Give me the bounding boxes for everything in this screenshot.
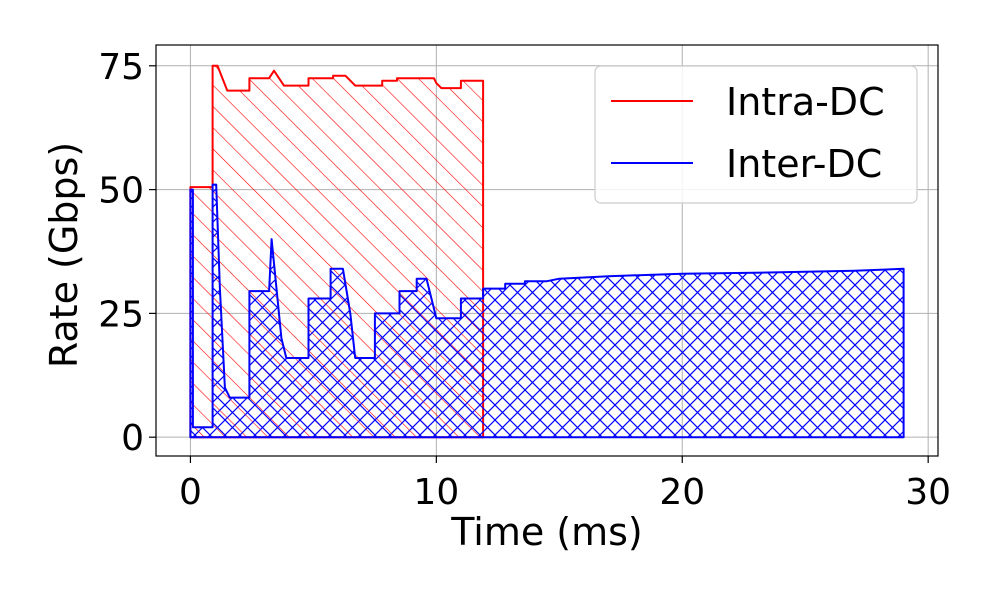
ticks: 0 10 20 30 0 25 50 75 xyxy=(98,47,951,513)
legend: Intra-DC Inter-DC xyxy=(594,65,918,204)
y-tick-label: 25 xyxy=(98,294,144,335)
y-tick-label: 75 xyxy=(98,47,144,88)
y-tick-label: 0 xyxy=(121,418,144,459)
legend-label-inter: Inter-DC xyxy=(726,142,882,186)
y-tick-label: 50 xyxy=(98,171,144,212)
series-area xyxy=(189,64,905,439)
x-tick-label: 0 xyxy=(179,472,202,513)
y-axis-title: Rate (Gbps) xyxy=(42,142,86,368)
plot-frame xyxy=(155,44,939,457)
x-axis-title: Time (ms) xyxy=(450,510,643,554)
legend-label-intra: Intra-DC xyxy=(726,80,885,124)
x-tick-label: 10 xyxy=(413,472,459,513)
x-tick-label: 20 xyxy=(659,472,705,513)
x-tick-label: 30 xyxy=(905,472,951,513)
series-inter-dc-area xyxy=(189,183,905,439)
